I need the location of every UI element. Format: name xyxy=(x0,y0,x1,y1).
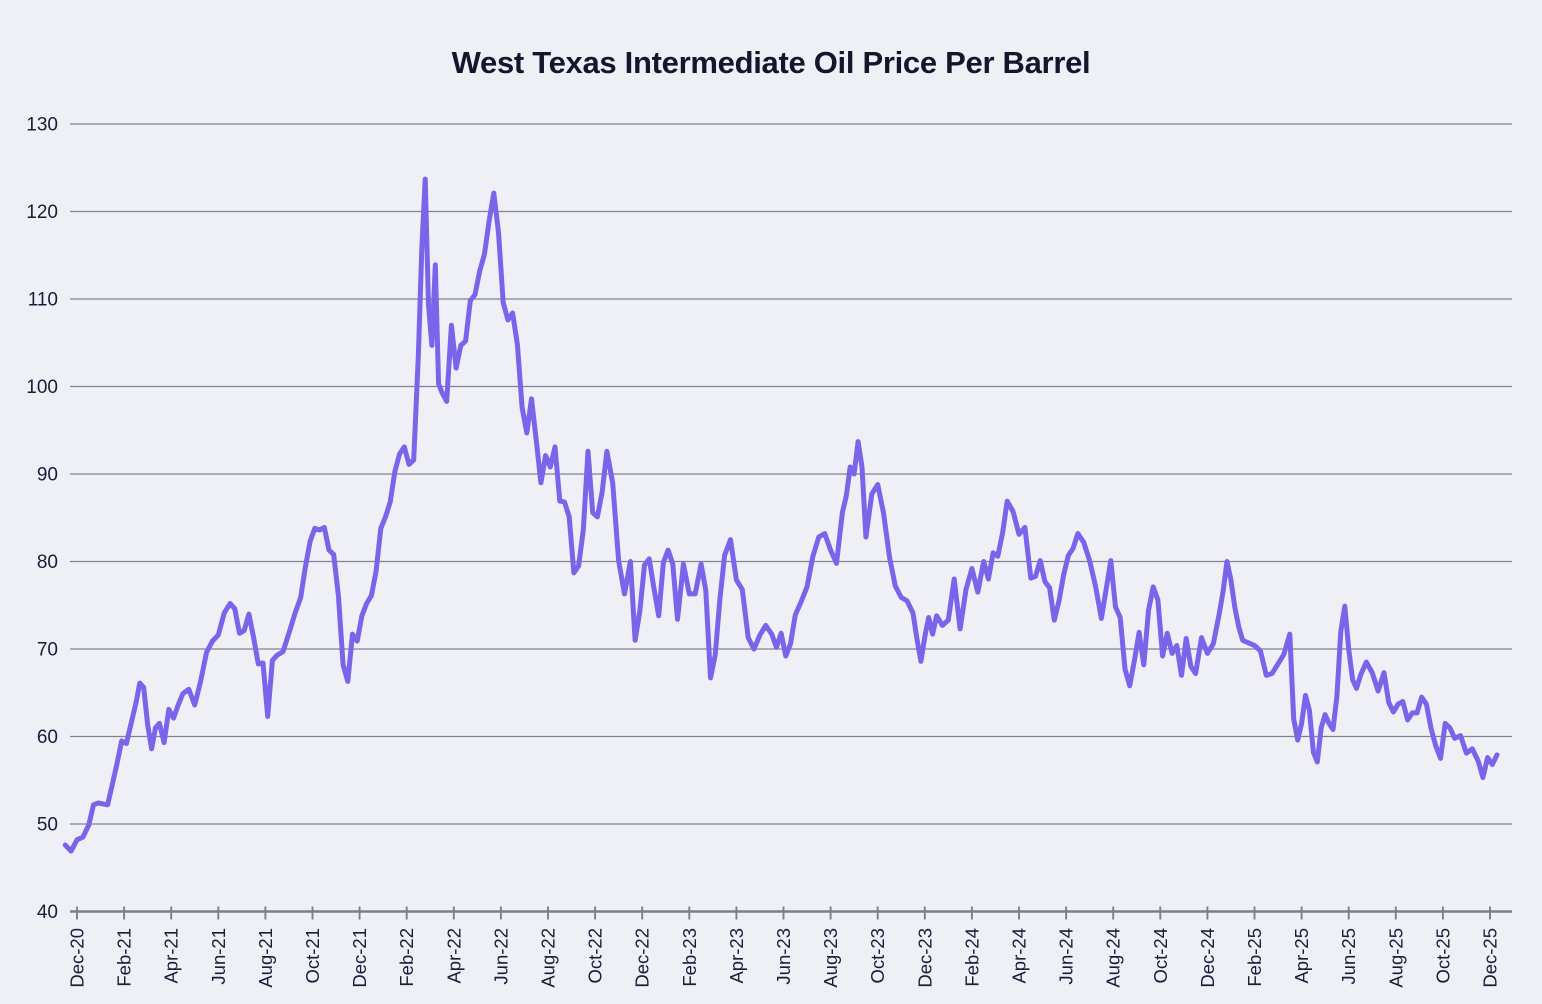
x-tick-label: Oct-22 xyxy=(585,928,606,984)
x-tick-label: Apr-21 xyxy=(161,928,182,984)
y-tick-label: 110 xyxy=(28,290,58,311)
y-tick-label: 130 xyxy=(26,115,58,136)
x-tick-label: Jun-21 xyxy=(208,928,229,985)
x-tick-label: Dec-20 xyxy=(67,928,88,988)
x-tick-label: Feb-25 xyxy=(1244,928,1265,987)
x-tick-label: Apr-25 xyxy=(1291,928,1312,984)
y-gridlines xyxy=(70,123,1512,825)
y-tick-label: 80 xyxy=(37,552,58,573)
price-line-series xyxy=(62,176,1500,854)
x-tick-label: Feb-21 xyxy=(114,928,135,987)
x-tick-label: Feb-22 xyxy=(396,928,417,987)
x-tick-label: Oct-24 xyxy=(1150,928,1171,984)
x-tick-label: Aug-24 xyxy=(1103,928,1124,988)
y-tick-label: 40 xyxy=(37,902,58,923)
x-tick-label: Feb-24 xyxy=(961,928,982,987)
y-tick-label: 50 xyxy=(37,815,58,836)
y-tick-label: 70 xyxy=(37,640,58,661)
x-tick-label: Aug-21 xyxy=(255,928,276,988)
x-tick-label: Jun-23 xyxy=(773,928,794,985)
x-tick-label: Apr-23 xyxy=(726,928,747,984)
x-tick-label: Dec-22 xyxy=(632,928,653,988)
y-axis-tick-labels: 40 50 60 70 80 90 100 110 120 130 xyxy=(26,115,58,924)
x-tick-label: Jun-24 xyxy=(1056,928,1077,985)
x-tick-label: Aug-22 xyxy=(538,928,559,988)
y-tick-label: 60 xyxy=(37,727,58,748)
chart-title: West Texas Intermediate Oil Price Per Ba… xyxy=(452,45,1091,80)
x-tick-label: Apr-24 xyxy=(1009,928,1030,984)
x-tick-label: Dec-21 xyxy=(349,928,370,988)
x-tick-label: Dec-25 xyxy=(1480,928,1501,988)
x-tick-label: Oct-25 xyxy=(1432,928,1453,984)
x-tick-label: Aug-23 xyxy=(820,928,841,988)
x-tick-label: Dec-23 xyxy=(914,928,935,988)
y-tick-label: 90 xyxy=(37,465,58,486)
x-tick-label: Aug-25 xyxy=(1385,928,1406,988)
y-tick-label: 100 xyxy=(26,377,58,398)
x-axis-tick-labels: Dec-20 Feb-21 Apr-21 Jun-21 Aug-21 Oct-21 Dec-… xyxy=(67,928,1501,988)
x-tick-label: Apr-22 xyxy=(443,928,464,984)
x-tick-label: Dec-24 xyxy=(1197,928,1218,988)
x-tick-label: Jun-25 xyxy=(1338,928,1359,985)
x-axis xyxy=(70,906,1512,920)
x-tick-label: Jun-22 xyxy=(490,928,511,985)
x-tick-label: Feb-23 xyxy=(679,928,700,987)
y-tick-label: 120 xyxy=(26,202,58,223)
x-tick-label: Oct-23 xyxy=(867,928,888,984)
x-tick-label: Oct-21 xyxy=(302,928,323,984)
